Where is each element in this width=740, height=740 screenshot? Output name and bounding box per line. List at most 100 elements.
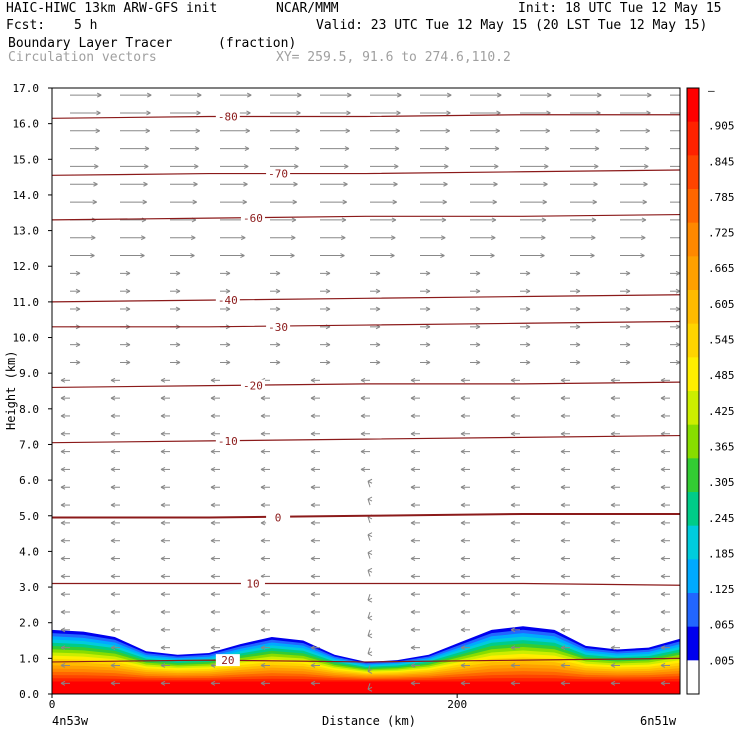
vector-head (396, 112, 401, 116)
xy-coordinates: XY= 259.5, 91.6 to 274.6,110.2 (276, 50, 511, 65)
vector-head (193, 165, 199, 169)
vector-head (190, 253, 195, 256)
field-units: (fraction) (218, 36, 297, 51)
vector-head (396, 94, 402, 98)
vector-head (460, 591, 466, 595)
vector-head (610, 556, 616, 559)
vector-head (610, 647, 616, 651)
vector-head (643, 165, 649, 169)
colorbar-label: .725 (708, 227, 735, 240)
vector-head (360, 395, 366, 399)
vector-head (510, 520, 516, 524)
vector-head (110, 449, 116, 453)
vector-head (525, 308, 531, 312)
vector-head (443, 165, 449, 169)
vector-head (610, 466, 616, 470)
vector-head (92, 199, 97, 203)
vector-head (340, 255, 345, 258)
vector-head (475, 270, 481, 274)
vector-head (310, 680, 316, 684)
isotherm-line (52, 169, 680, 176)
colorbar-label: .605 (708, 298, 735, 311)
colorbar-label: .425 (708, 405, 735, 418)
vector-head (260, 682, 266, 686)
colorbar-segment (687, 323, 699, 358)
vector-head (541, 219, 547, 223)
vector-head (310, 663, 316, 666)
vector-head (510, 665, 516, 668)
vector-head (160, 538, 166, 542)
vector-head (460, 486, 466, 490)
vector-head (310, 538, 316, 542)
vector-head (260, 591, 266, 595)
vector-head (410, 558, 416, 561)
vector-head (193, 183, 198, 187)
vector-head (510, 415, 516, 419)
colorbar-label: .485 (708, 369, 735, 382)
colorbar-label: .845 (708, 155, 735, 168)
vector-head (60, 573, 66, 577)
vector-head (243, 165, 249, 169)
vector-head (660, 575, 666, 579)
vector-head (160, 593, 166, 597)
vector-head (660, 627, 666, 631)
vector-head (160, 522, 166, 526)
y-tick-label: 13.0 (13, 225, 40, 238)
vector-head (375, 362, 381, 365)
vector-head (393, 183, 398, 187)
vector-head (140, 255, 145, 258)
vector-head (140, 237, 146, 241)
vector-head (194, 148, 200, 152)
vector-head (145, 130, 150, 134)
colorbar-segment (687, 660, 699, 695)
vector-head (410, 663, 416, 666)
vector-head (410, 575, 416, 579)
vector-head (160, 663, 166, 666)
isotherm-label-bg (215, 110, 240, 123)
vector-head (460, 433, 466, 437)
vector-head (460, 522, 466, 526)
vector-head (225, 362, 231, 365)
vector-head (275, 290, 281, 294)
vector-head (460, 682, 466, 686)
y-tick-label: 1.0 (19, 652, 39, 665)
vector-head (110, 665, 116, 668)
vector-head (60, 591, 66, 595)
vector-head (660, 502, 666, 506)
vector-head (310, 611, 316, 615)
vector-head (367, 516, 373, 520)
vector-head (175, 272, 181, 276)
vector-head (546, 92, 552, 96)
vector-head (367, 688, 373, 692)
vector-head (275, 360, 281, 363)
vector-head (160, 682, 166, 686)
isotherm-label-bg (215, 654, 240, 667)
vector-head (510, 449, 516, 453)
vector-head (560, 663, 566, 666)
y-tick-label: 7.0 (19, 438, 39, 451)
vector-head (367, 569, 373, 573)
vector-head (575, 344, 581, 348)
vector-head (575, 290, 581, 294)
vector-head (510, 377, 516, 381)
vector-head (660, 413, 666, 417)
isotherm-label-bg (266, 320, 291, 333)
vector-head (294, 146, 300, 150)
vector-head (60, 431, 66, 435)
vector-head (610, 611, 616, 615)
vector-head (260, 611, 266, 615)
forecast-hour: 5 h (74, 18, 98, 33)
isotherm-label: 20 (221, 654, 234, 667)
vector-head (246, 92, 252, 96)
vector-head (610, 502, 616, 506)
vector-head (460, 558, 466, 561)
vector-arrow (367, 481, 371, 488)
vector-head (510, 680, 516, 684)
vector-head (560, 379, 566, 383)
vector-head (425, 290, 431, 294)
vector-head (644, 146, 650, 150)
isotherm-line (52, 320, 680, 328)
vector-head (660, 520, 666, 524)
vector-head (196, 110, 201, 114)
vector-head (210, 611, 216, 615)
